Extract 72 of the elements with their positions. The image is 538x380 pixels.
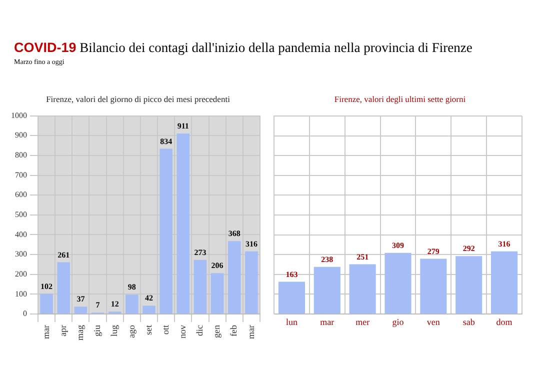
chart-title: Firenze, valori degli ultimi sette giorni xyxy=(333,94,467,106)
x-tick-label: mar xyxy=(320,316,334,327)
x-tick-label: ott xyxy=(160,324,170,335)
bar xyxy=(245,251,258,314)
bar xyxy=(160,148,172,314)
data-label: 251 xyxy=(356,252,369,262)
x-tick-label: gen xyxy=(212,324,222,338)
x-tick-label: apr xyxy=(58,325,68,336)
x-tick-label: mar xyxy=(246,325,256,339)
x-tick-label: mar xyxy=(40,325,51,339)
y-tick-label: 1000 xyxy=(11,110,27,120)
bar xyxy=(278,282,305,314)
bar xyxy=(456,256,482,314)
bar xyxy=(194,260,207,314)
x-tick-label: lug xyxy=(109,324,120,337)
data-label: 309 xyxy=(392,240,404,250)
bar xyxy=(384,252,412,314)
y-tick-label: 300 xyxy=(15,250,27,259)
bar xyxy=(74,306,88,314)
x-tick-label: ago xyxy=(126,324,136,338)
data-label: 98 xyxy=(128,282,136,292)
bar xyxy=(126,294,138,314)
y-tick-label: 100 xyxy=(15,289,27,298)
x-tick-label: mer xyxy=(356,316,370,327)
y-tick-label: 400 xyxy=(15,230,27,239)
bar xyxy=(176,133,190,314)
bar xyxy=(142,306,156,314)
data-label: 102 xyxy=(40,282,53,291)
y-tick-label: 700 xyxy=(15,170,27,180)
x-tick-label: dic xyxy=(194,325,205,336)
data-label: 206 xyxy=(211,261,224,270)
chart-title: Firenze, valori del giorno di picco dei mesi precedenti xyxy=(45,94,231,106)
bar xyxy=(57,262,70,314)
data-label: 12 xyxy=(110,300,119,309)
y-tick-label: 200 xyxy=(15,269,27,278)
x-tick-label: mag xyxy=(75,324,86,340)
bar xyxy=(420,258,447,314)
data-label: 279 xyxy=(427,246,440,256)
y-tick-label: 0 xyxy=(23,309,27,318)
bar xyxy=(40,294,53,314)
bar xyxy=(228,241,241,314)
data-label: 273 xyxy=(194,248,206,257)
y-tick-label: 800 xyxy=(15,150,27,160)
data-label: 37 xyxy=(76,294,85,304)
data-label: 368 xyxy=(228,229,240,238)
x-tick-label: giu xyxy=(92,324,102,337)
x-tick-label: feb xyxy=(228,324,239,336)
data-label: 316 xyxy=(245,239,258,248)
x-tick-label: lun xyxy=(286,316,298,327)
bar xyxy=(314,266,340,314)
y-tick-label: 500 xyxy=(15,210,27,219)
data-label: 163 xyxy=(286,270,298,279)
x-tick-label: ven xyxy=(426,316,440,327)
data-label: 834 xyxy=(160,136,172,146)
data-label: 292 xyxy=(462,244,475,254)
bar xyxy=(491,251,518,314)
data-label: 42 xyxy=(145,294,153,303)
y-tick-label: 600 xyxy=(15,190,27,200)
data-label: 261 xyxy=(58,250,70,260)
bar xyxy=(210,273,224,314)
y-tick-label: 900 xyxy=(15,130,27,140)
x-tick-label: set xyxy=(143,324,154,335)
data-label: 316 xyxy=(498,239,510,248)
bar xyxy=(349,264,376,314)
text: COVID-19 Bilancio dei contagi dall'inizio della pandemia nella provincia di Firenze xyxy=(14,40,472,56)
data-label: 911 xyxy=(177,122,189,130)
x-tick-label: nov xyxy=(178,324,188,338)
x-tick-label: gio xyxy=(392,316,404,327)
x-tick-label: dom xyxy=(496,316,512,327)
x-tick-label: sab xyxy=(462,316,476,327)
data-label: 238 xyxy=(321,254,334,264)
data-label: 7 xyxy=(96,300,100,310)
